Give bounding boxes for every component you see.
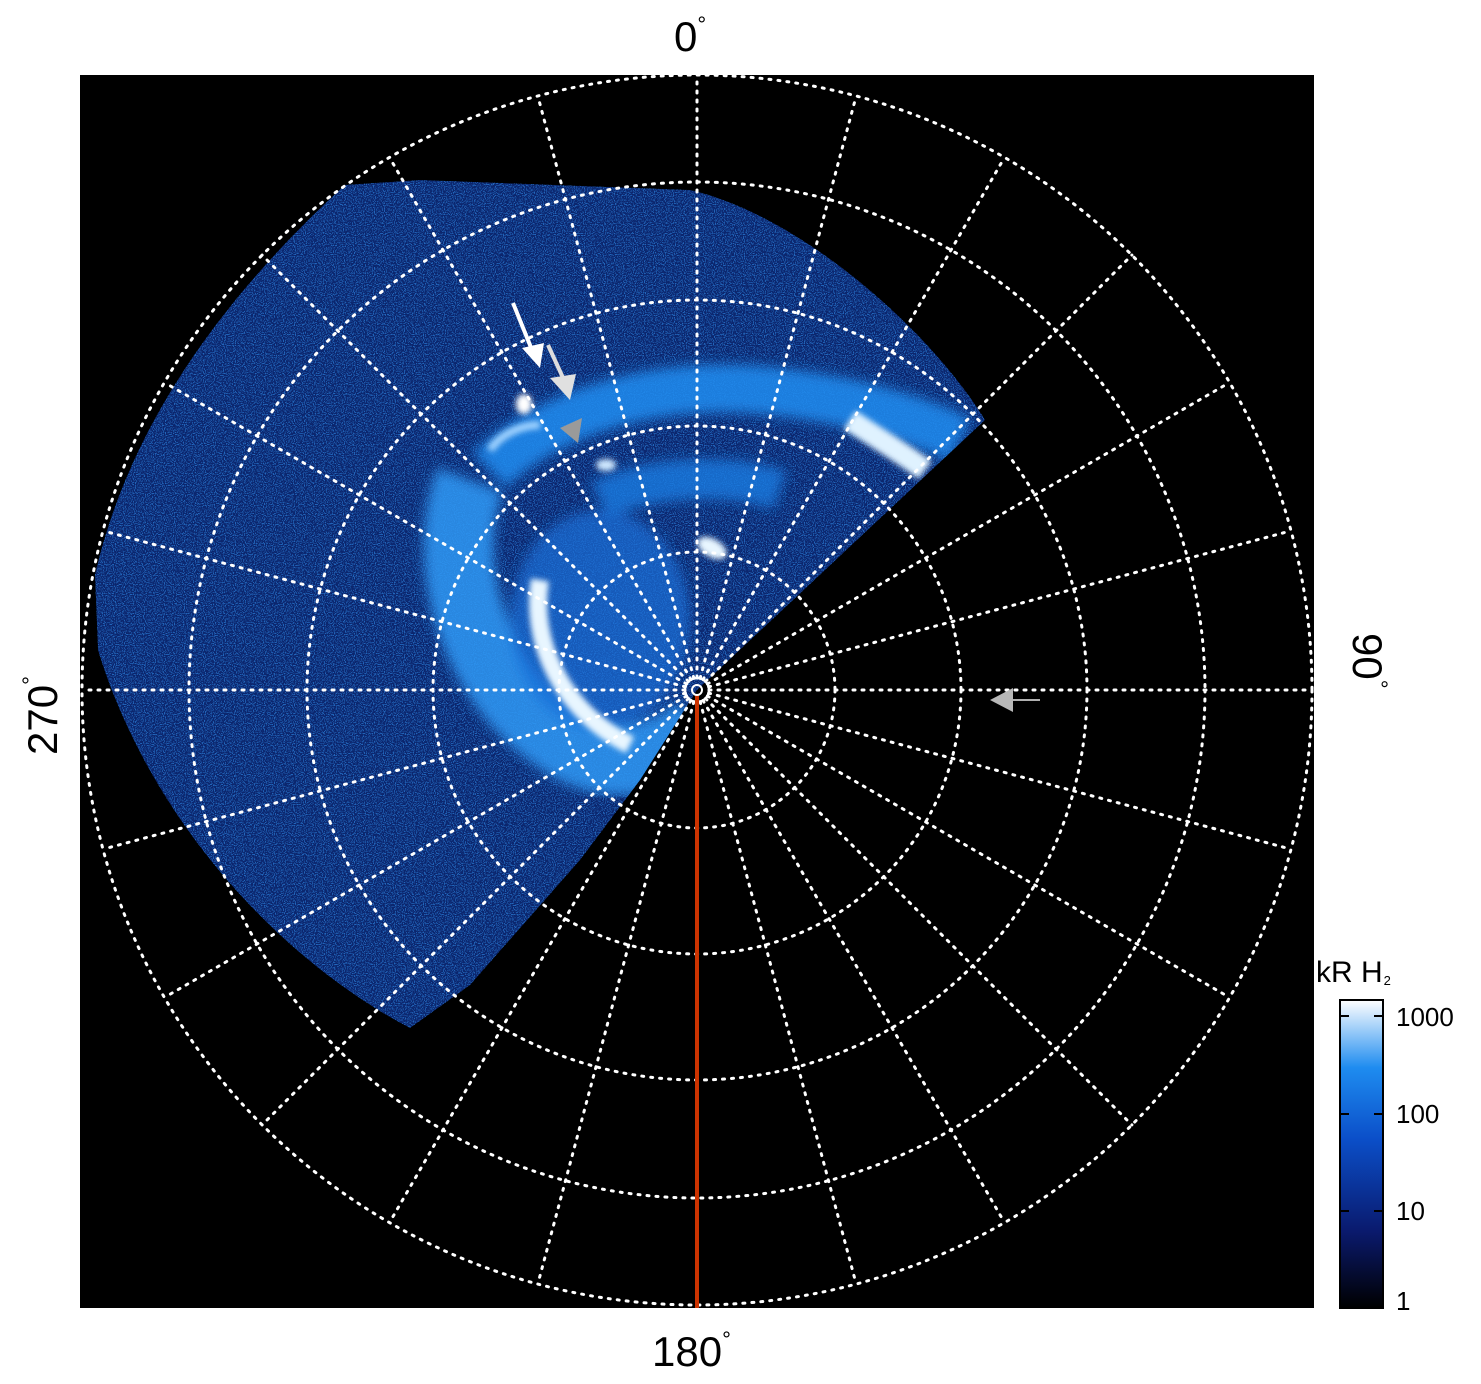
grid-spoke — [698, 94, 858, 680]
colorbar-tick-label: 100 — [1396, 1099, 1440, 1129]
grid-spoke — [162, 381, 689, 686]
grid-spoke — [536, 94, 696, 680]
arrow-icon — [990, 688, 1040, 712]
colorbar-tick-label: 10 — [1396, 1196, 1425, 1226]
colorbar-tick-label: 1000 — [1396, 1002, 1454, 1032]
grid-spoke — [388, 155, 693, 682]
colorbar — [1339, 999, 1384, 1309]
arrowhead-icon — [560, 418, 582, 443]
grid-spoke — [701, 698, 1006, 1225]
arrow-icon — [511, 302, 544, 368]
colorbar-title: kR H2 — [1316, 956, 1391, 989]
grid-spoke — [260, 253, 690, 683]
pole-marker-icon — [691, 684, 703, 696]
arrow-icon — [546, 344, 576, 400]
grid-spoke — [704, 697, 1134, 1127]
grid-spoke — [701, 155, 1006, 682]
grid-spoke — [101, 529, 687, 689]
grid-spoke — [536, 700, 696, 1286]
label-90-degrees: 90° — [1344, 633, 1392, 689]
colorbar-ticks — [1340, 1015, 1383, 1308]
grid-spoke — [707, 529, 1293, 689]
grid-spoke — [260, 697, 690, 1127]
label-0-degrees: 0° — [674, 12, 707, 60]
colorbar-tick-label: 1 — [1396, 1286, 1411, 1316]
grid-spoke — [698, 700, 858, 1286]
grid-spoke — [388, 698, 693, 1225]
grid-spoke — [705, 694, 1232, 999]
label-180-degrees: 180° — [652, 1327, 731, 1375]
label-270-degrees: 270° — [18, 676, 66, 755]
grid-spoke — [707, 691, 1293, 851]
grid-spoke — [705, 381, 1232, 686]
grid-spoke — [101, 691, 687, 851]
grid-spoke — [162, 694, 689, 999]
grid-spoke — [704, 253, 1134, 683]
